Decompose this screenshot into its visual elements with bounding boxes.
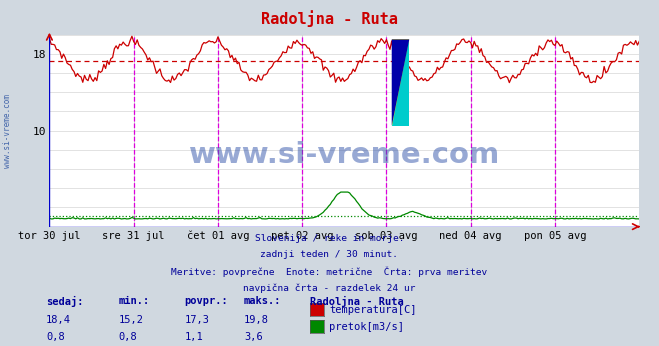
Text: 17,3: 17,3 [185, 315, 210, 325]
Bar [391, 39, 409, 126]
Text: Meritve: povprečne  Enote: metrične  Črta: prva meritev: Meritve: povprečne Enote: metrične Črta:… [171, 267, 488, 277]
Text: 18,4: 18,4 [46, 315, 71, 325]
Text: pretok[m3/s]: pretok[m3/s] [330, 322, 405, 332]
Text: www.si-vreme.com: www.si-vreme.com [188, 140, 500, 169]
Text: 0,8: 0,8 [46, 332, 65, 342]
Text: Slovenija / reke in morje.: Slovenija / reke in morje. [255, 234, 404, 243]
Text: maks.:: maks.: [244, 296, 281, 306]
Text: www.si-vreme.com: www.si-vreme.com [3, 94, 13, 169]
Text: 15,2: 15,2 [119, 315, 144, 325]
Text: 19,8: 19,8 [244, 315, 269, 325]
Text: 1,1: 1,1 [185, 332, 203, 342]
Text: Radoljna - Ruta: Radoljna - Ruta [261, 10, 398, 27]
Text: min.:: min.: [119, 296, 150, 306]
Text: temperatura[C]: temperatura[C] [330, 305, 417, 315]
Text: zadnji teden / 30 minut.: zadnji teden / 30 minut. [260, 250, 399, 259]
Polygon shape [391, 39, 409, 126]
Text: sedaj:: sedaj: [46, 296, 84, 307]
Text: povpr.:: povpr.: [185, 296, 228, 306]
Text: 0,8: 0,8 [119, 332, 137, 342]
Polygon shape [391, 39, 409, 126]
Text: Radoljna - Ruta: Radoljna - Ruta [310, 296, 403, 307]
Text: navpična črta - razdelek 24 ur: navpična črta - razdelek 24 ur [243, 283, 416, 293]
Text: 3,6: 3,6 [244, 332, 262, 342]
